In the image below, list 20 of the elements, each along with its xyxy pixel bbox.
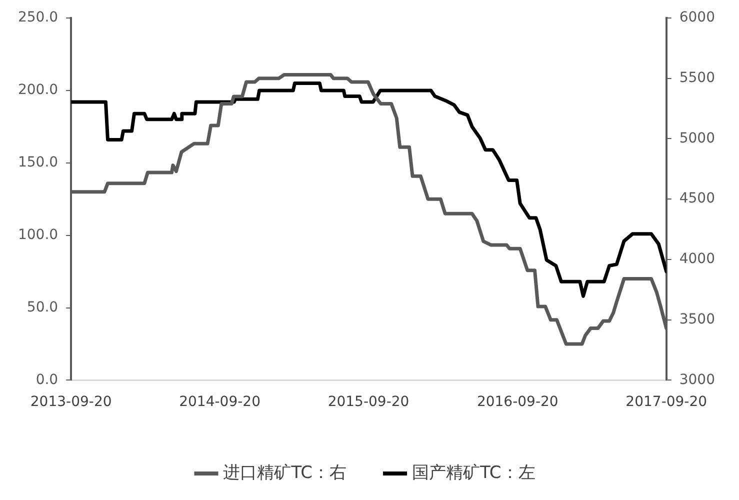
y-tick-label: 0.0 (36, 372, 58, 388)
y2-tick-label: 4000 (679, 251, 716, 268)
x-tick-label: 2014-09-20 (179, 394, 260, 410)
y-tick-label: 150.0 (18, 154, 58, 171)
y2-tick-label: 3500 (679, 311, 716, 328)
legend-label: 进口精矿TC：右 (223, 462, 347, 483)
y-tick-label: 250.0 (18, 10, 58, 26)
x-tick-label: 2016-09-20 (476, 394, 558, 410)
y2-tick-label: 5500 (679, 70, 716, 86)
y-tick-label: 50.0 (26, 299, 58, 316)
x-tick-label: 2013-09-20 (30, 394, 112, 410)
legend-label: 国产精矿TC：左 (412, 462, 536, 483)
x-tick-label: 2015-09-20 (328, 394, 410, 410)
y2-tick-label: 5000 (679, 130, 716, 146)
y2-tick-label: 6000 (679, 10, 716, 26)
y2-tick-label: 3000 (679, 372, 716, 388)
y2-tick-label: 4500 (679, 190, 716, 207)
x-tick-label: 2017-09-20 (626, 394, 708, 410)
y-tick-label: 200.0 (18, 82, 58, 98)
y-tick-label: 100.0 (18, 226, 58, 243)
